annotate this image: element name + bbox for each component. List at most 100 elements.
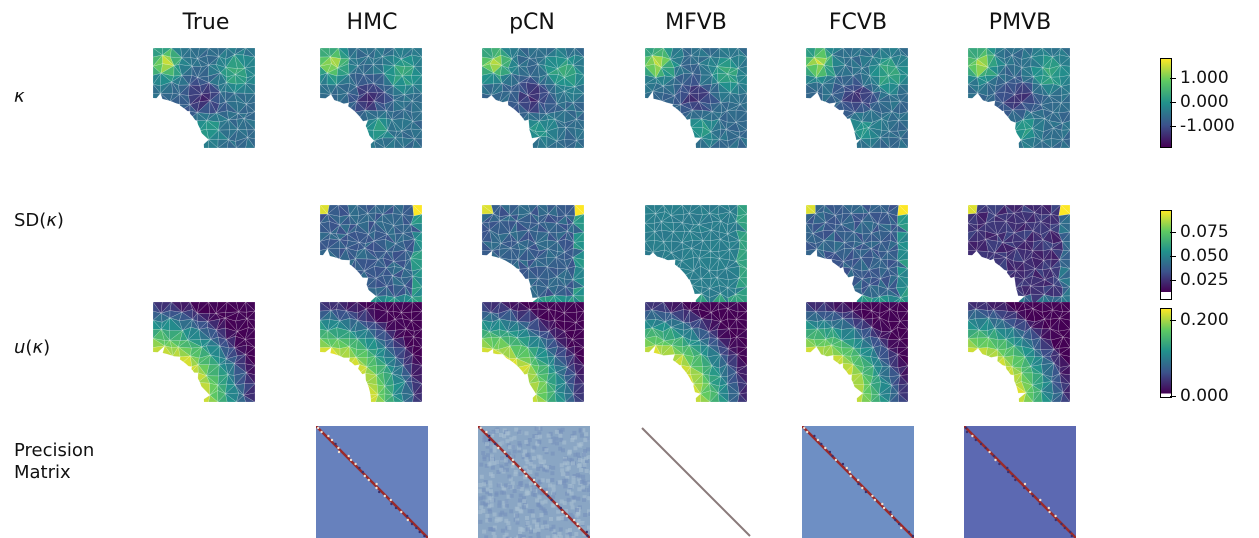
- precision-noise: [561, 472, 565, 476]
- precision-offdiag: [829, 451, 831, 453]
- precision-offdiag: [908, 531, 910, 533]
- precision-offdiag: [998, 463, 1000, 465]
- precision-offdiag: [1023, 487, 1025, 489]
- precision-noise: [490, 503, 494, 507]
- precision-noise: [510, 494, 514, 498]
- precision-noise: [532, 489, 536, 493]
- precision-offdiag: [994, 459, 996, 461]
- precision-noise: [562, 481, 566, 485]
- precision-offdiag: [881, 503, 883, 505]
- kappa-panel-mfvb: [645, 48, 747, 148]
- precision-noise: [546, 479, 550, 483]
- precision-offdiag: [400, 511, 402, 513]
- precision-noise: [559, 527, 563, 531]
- colorbar-sd-tick-label: 0.050: [1180, 246, 1229, 266]
- precision-offdiag: [317, 427, 319, 429]
- colorbar-u-tick: [1170, 396, 1176, 397]
- precision-noise: [505, 432, 509, 436]
- precision-noise: [586, 447, 590, 451]
- precision-offdiag: [971, 435, 973, 437]
- precision-noise: [512, 455, 516, 459]
- column-title-true: True: [146, 10, 266, 35]
- precision-noise: [478, 520, 482, 524]
- precision-noise: [532, 456, 536, 460]
- precision-noise: [531, 492, 535, 496]
- precision-noise: [505, 533, 509, 537]
- precision-noise: [539, 513, 543, 517]
- colorbar-sd-tick-label: 0.025: [1180, 270, 1229, 290]
- precision-noise: [582, 479, 586, 483]
- u-panel-mfvb: [645, 302, 747, 402]
- precision-noise: [558, 447, 562, 451]
- precision-noise: [571, 505, 575, 509]
- precision-noise: [563, 461, 567, 465]
- precision-offdiag: [327, 435, 329, 437]
- precision-offdiag: [525, 475, 527, 477]
- precision-offdiag: [980, 443, 982, 445]
- colorbar-kappa-tick: [1170, 78, 1176, 79]
- precision-noise: [514, 428, 518, 432]
- precision-offdiag: [337, 447, 339, 449]
- precision-noise: [514, 470, 518, 474]
- precision-noise: [480, 501, 484, 505]
- precision-noise: [518, 534, 522, 538]
- precision-noise: [583, 438, 587, 442]
- precision-noise: [574, 532, 578, 536]
- precision-noise: [551, 452, 555, 456]
- precision-noise: [493, 449, 497, 453]
- precision-noise: [482, 482, 486, 486]
- precision-offdiag: [539, 487, 541, 489]
- precision-offdiag: [480, 427, 482, 429]
- precision-noise: [526, 521, 530, 525]
- precision-noise: [580, 434, 584, 438]
- precision-noise: [579, 468, 583, 472]
- precision-offdiag: [871, 495, 873, 497]
- precision-noise: [556, 510, 560, 514]
- kappa-panel-true: [153, 48, 255, 148]
- precision-noise: [515, 507, 519, 511]
- precision-noise: [537, 440, 541, 444]
- precision-offdiag: [534, 483, 536, 485]
- precision-noise: [528, 470, 532, 474]
- precision-noise: [549, 439, 553, 443]
- precision-noise: [579, 428, 583, 432]
- u-kappa-symbol: κ: [32, 337, 43, 358]
- precision-offdiag: [806, 431, 808, 433]
- kappa-panel-fcvb: [806, 48, 908, 148]
- column-title-fcvb: FCVB: [798, 10, 918, 35]
- colorbar-kappa-tick-label: 0.000: [1180, 92, 1229, 112]
- precision-noise: [587, 526, 590, 530]
- precision-noise: [570, 502, 574, 506]
- precision-offdiag: [419, 531, 421, 533]
- precision-noise: [519, 494, 523, 498]
- precision-noise: [501, 529, 505, 533]
- column-title-hmc: HMC: [312, 10, 432, 35]
- precision-noise: [504, 519, 508, 523]
- precision-noise: [565, 472, 569, 476]
- precision-noise: [573, 496, 577, 500]
- precision-noise: [587, 496, 590, 500]
- precision-offdiag: [368, 479, 370, 481]
- precision-noise: [480, 475, 484, 479]
- precision-noise: [509, 437, 513, 441]
- precision-offdiag: [900, 527, 902, 529]
- precision-noise: [522, 505, 526, 509]
- precision-noise: [550, 471, 554, 475]
- precision-offdiag: [512, 463, 514, 465]
- precision-noise: [560, 500, 564, 504]
- precision-offdiag: [406, 515, 408, 517]
- precision-offdiag: [504, 451, 506, 453]
- precision-noise: [488, 510, 492, 514]
- precision-offdiag: [378, 491, 380, 493]
- precision-matrix-panel-hmc: [316, 426, 428, 538]
- precision-offdiag: [912, 535, 914, 537]
- precision-noise: [567, 451, 571, 455]
- precision-noise: [541, 478, 545, 482]
- precision-offdiag: [488, 439, 490, 441]
- precision-noise: [478, 489, 482, 493]
- row-label-kappa: κ: [14, 86, 25, 108]
- precision-noise: [528, 509, 532, 513]
- precision-noise: [561, 428, 565, 432]
- precision-noise: [507, 475, 511, 479]
- precision-noise: [501, 441, 505, 445]
